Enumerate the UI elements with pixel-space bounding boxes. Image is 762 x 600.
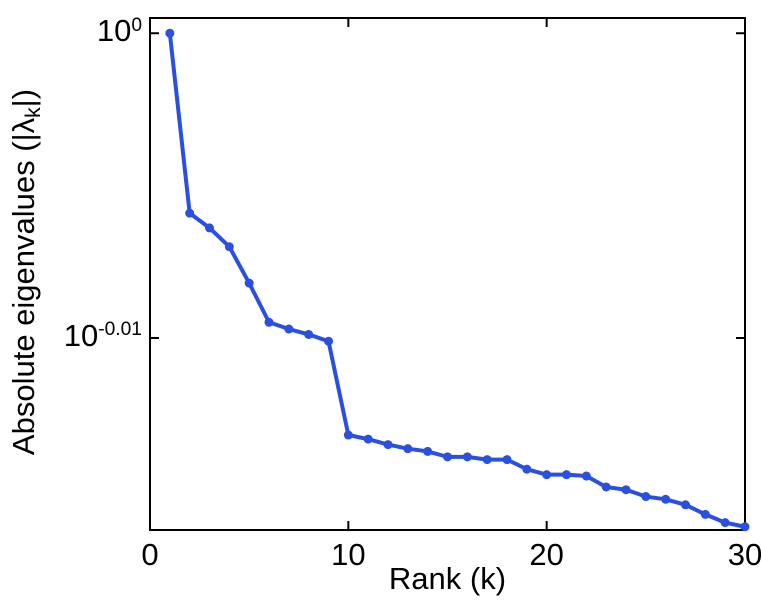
eigenvalue-series-line <box>167 31 747 529</box>
plot-box <box>149 17 746 531</box>
x-tick-label: 0 <box>141 537 159 572</box>
y-tick-label: 100 <box>96 13 142 49</box>
data-point-marker <box>542 470 552 480</box>
data-point-marker <box>462 452 472 462</box>
x-axis-label: Rank (k) <box>388 561 507 596</box>
data-point-marker <box>661 494 671 504</box>
data-point-marker <box>284 324 294 334</box>
data-point-marker <box>343 430 353 440</box>
data-point-marker <box>363 434 373 444</box>
data-point-marker <box>224 242 234 252</box>
data-point-marker <box>185 208 195 218</box>
data-point-marker <box>720 518 730 528</box>
data-point-marker <box>324 336 333 346</box>
y-axis-label: Absolute eigenvalues (|λk|) <box>6 88 45 456</box>
data-point-marker <box>423 446 433 456</box>
data-point-marker <box>502 455 512 465</box>
data-point-marker <box>601 482 611 492</box>
data-point-marker <box>681 500 690 510</box>
data-point-marker <box>562 470 571 480</box>
data-point-marker <box>403 444 413 454</box>
data-point-marker <box>383 440 393 450</box>
data-point-marker <box>740 522 750 532</box>
data-point-marker <box>621 485 631 495</box>
data-point-marker <box>165 28 175 38</box>
data-point-marker <box>264 317 274 327</box>
data-point-marker <box>641 492 651 502</box>
data-point-marker <box>581 471 591 481</box>
data-point-marker <box>304 329 314 339</box>
y-tick-label: 10-0.01 <box>63 318 142 353</box>
data-point-marker <box>244 278 254 288</box>
x-tick-label: 30 <box>727 537 762 572</box>
x-tick-label: 20 <box>529 537 564 572</box>
data-point-marker <box>482 455 492 465</box>
x-tick-label: 10 <box>331 537 366 572</box>
data-point-marker <box>443 452 452 462</box>
data-point-marker <box>522 464 532 474</box>
data-point-marker <box>205 223 214 233</box>
data-point-marker <box>700 509 710 519</box>
